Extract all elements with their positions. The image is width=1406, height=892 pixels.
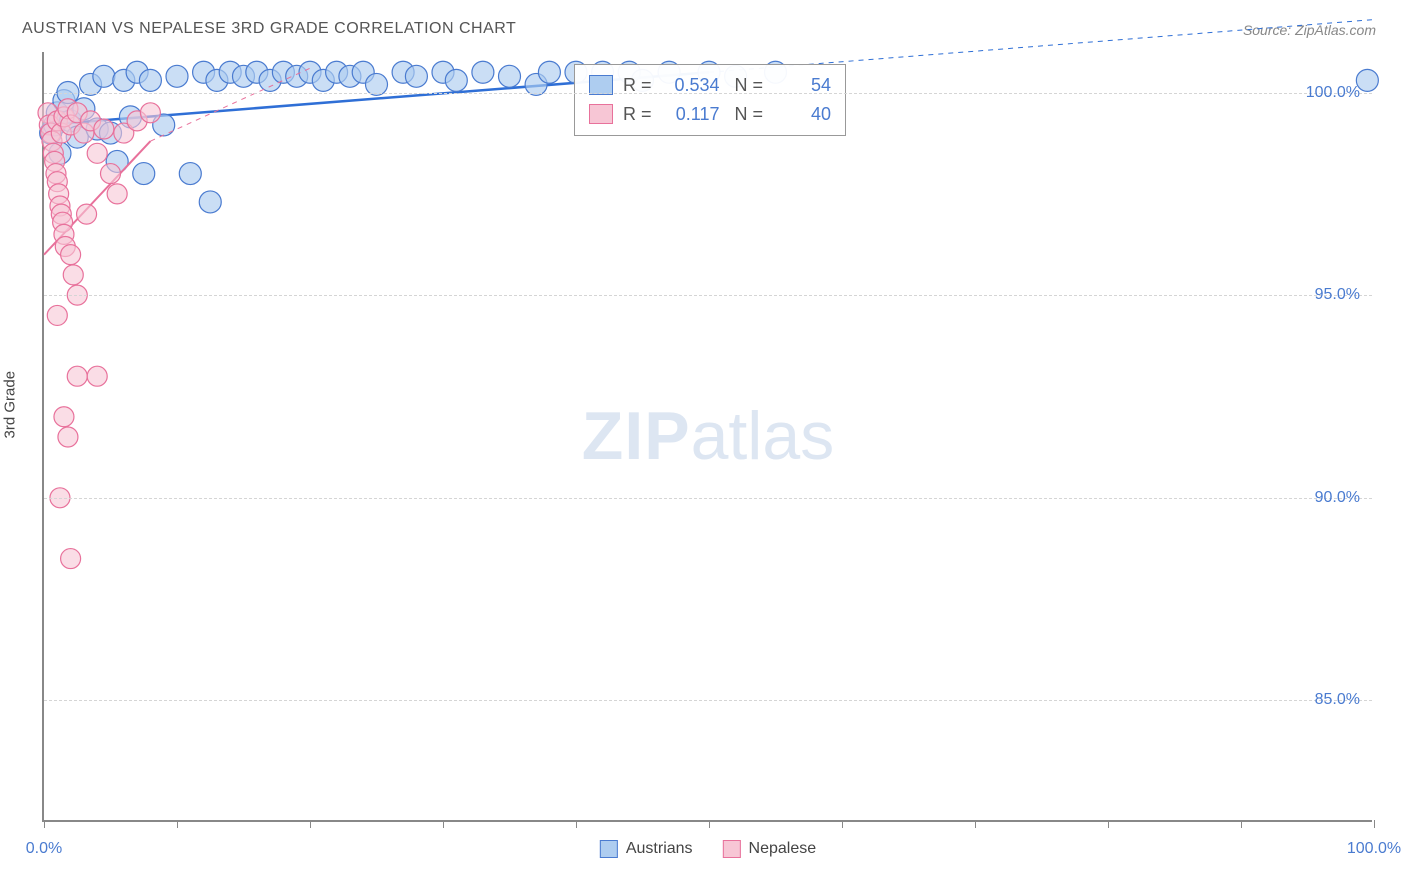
gridline-h (44, 93, 1372, 94)
gridline-h (44, 700, 1372, 701)
scatter-point (101, 164, 121, 184)
legend-bottom: Austrians Nepalese (600, 840, 816, 858)
scatter-point (199, 191, 221, 213)
legend-swatch-nepalese (723, 840, 741, 858)
scatter-point (61, 245, 81, 265)
stats-r-austrians: 0.534 (662, 71, 720, 100)
x-tick (310, 820, 311, 828)
plot-area: ZIPatlas R = 0.534 N = 54 R = 0.117 N = … (42, 52, 1372, 822)
x-tick (975, 820, 976, 828)
scatter-point (77, 204, 97, 224)
scatter-point (140, 103, 160, 123)
stats-n-nepalese: 40 (773, 100, 831, 129)
legend-swatch-austrians (600, 840, 618, 858)
scatter-point (445, 69, 467, 91)
x-tick (1374, 820, 1375, 828)
y-axis-label: 3rd Grade (2, 371, 19, 439)
scatter-point (87, 366, 107, 386)
stats-n-austrians: 54 (773, 71, 831, 100)
x-tick (842, 820, 843, 828)
x-tick (177, 820, 178, 828)
legend-label-austrians: Austrians (626, 840, 693, 857)
x-tick (44, 820, 45, 828)
scatter-point (94, 119, 114, 139)
x-tick (576, 820, 577, 828)
stats-n-label: N = (730, 100, 764, 129)
legend-label-nepalese: Nepalese (749, 840, 817, 857)
gridline-h (44, 295, 1372, 296)
chart-svg (44, 52, 1372, 820)
scatter-point (47, 305, 67, 325)
scatter-point (472, 61, 494, 83)
scatter-point (87, 143, 107, 163)
legend-item-austrians: Austrians (600, 840, 693, 858)
legend-item-nepalese: Nepalese (723, 840, 817, 858)
scatter-point (139, 69, 161, 91)
stats-r-label: R = (623, 100, 652, 129)
x-tick (1108, 820, 1109, 828)
stats-row-nepalese: R = 0.117 N = 40 (589, 100, 831, 129)
chart-title: AUSTRIAN VS NEPALESE 3RD GRADE CORRELATI… (22, 20, 516, 38)
y-tick-label: 95.0% (1315, 286, 1360, 304)
scatter-point (67, 366, 87, 386)
x-tick-label: 100.0% (1347, 840, 1401, 858)
stats-row-austrians: R = 0.534 N = 54 (589, 71, 831, 100)
stats-r-label: R = (623, 71, 652, 100)
scatter-point (107, 184, 127, 204)
x-tick (1241, 820, 1242, 828)
stats-box: R = 0.534 N = 54 R = 0.117 N = 40 (574, 64, 846, 136)
y-tick-label: 100.0% (1306, 84, 1360, 102)
scatter-point (166, 65, 188, 87)
scatter-point (63, 265, 83, 285)
scatter-point (499, 65, 521, 87)
scatter-point (54, 407, 74, 427)
scatter-point (179, 163, 201, 185)
scatter-point (61, 549, 81, 569)
y-tick-label: 90.0% (1315, 489, 1360, 507)
gridline-h (44, 498, 1372, 499)
scatter-point (538, 61, 560, 83)
stats-r-nepalese: 0.117 (662, 100, 720, 129)
x-tick (443, 820, 444, 828)
scatter-point (58, 427, 78, 447)
x-tick-label: 0.0% (26, 840, 62, 858)
scatter-point (405, 65, 427, 87)
stats-swatch-nepalese (589, 104, 613, 124)
stats-n-label: N = (730, 71, 764, 100)
scatter-point (133, 163, 155, 185)
y-tick-label: 85.0% (1315, 691, 1360, 709)
x-tick (709, 820, 710, 828)
scatter-point (93, 65, 115, 87)
